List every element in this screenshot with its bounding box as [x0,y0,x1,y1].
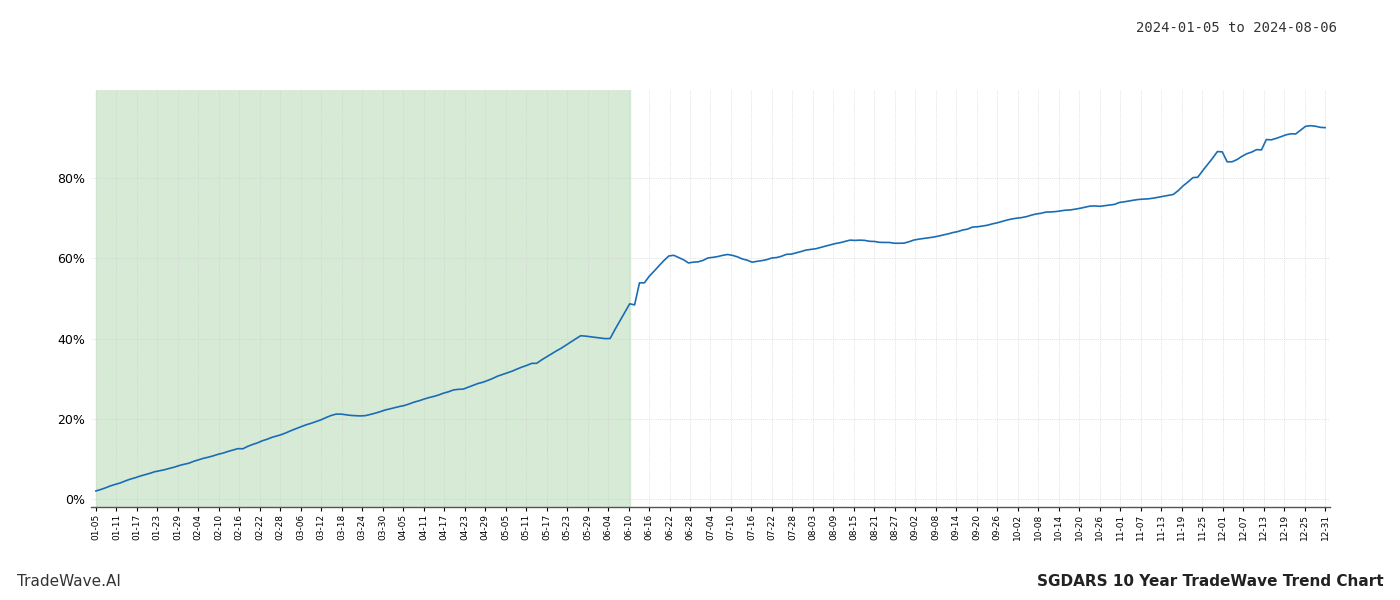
Text: 2024-01-05 to 2024-08-06: 2024-01-05 to 2024-08-06 [1135,21,1337,35]
Text: TradeWave.AI: TradeWave.AI [17,574,120,589]
Text: SGDARS 10 Year TradeWave Trend Chart: SGDARS 10 Year TradeWave Trend Chart [1036,574,1383,589]
Bar [95,90,630,507]
